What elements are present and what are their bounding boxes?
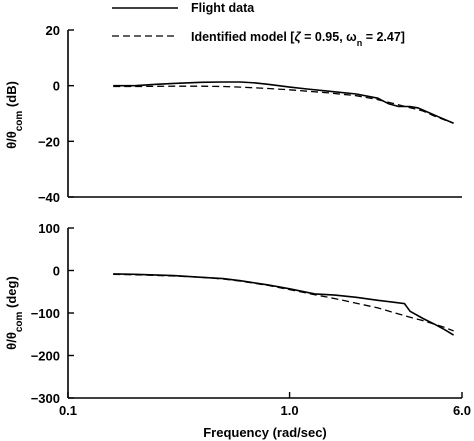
phase-y-tick-label: 0 (53, 264, 60, 279)
phase-x-ticks: 0.1 1.0 6.0 (59, 392, 471, 418)
x-axis-label: Frequency (rad/sec) (203, 425, 327, 440)
magnitude-series-flight-data (113, 81, 454, 124)
phase-series (113, 273, 455, 336)
magnitude-y-tick-label: −40 (38, 190, 60, 205)
phase-y-tick-label: −300 (31, 391, 60, 406)
magnitude-y-tick-label: 20 (46, 23, 60, 38)
x-tick-label: 0.1 (59, 403, 77, 418)
magnitude-y-ticks: 20 0 −20 −40 (38, 23, 74, 205)
magnitude-series-identified-model (113, 85, 454, 124)
legend-label-model: Identified model [ζ = 0.95, ωn = 2.47] (191, 30, 405, 48)
x-tick-label: 6.0 (453, 403, 471, 418)
magnitude-y-tick-label: 0 (53, 79, 60, 94)
magnitude-series (113, 81, 454, 124)
phase-series-flight-data (113, 273, 455, 336)
phase-y-tick-label: 100 (38, 221, 60, 236)
magnitude-y-tick-label: −20 (38, 134, 60, 149)
phase-y-ticks: 100 0 −100 −200 −300 (31, 221, 74, 406)
phase-y-axis-label: θ/θcom (deg) (4, 276, 25, 350)
magnitude-panel: 20 0 −20 −40 θ/θcom (dB) (4, 23, 462, 205)
legend-label-flight: Flight data (191, 1, 255, 15)
magnitude-y-axis-label: θ/θcom (dB) (4, 81, 25, 149)
legend: Flight data Identified model [ζ = 0.95, … (112, 1, 405, 48)
phase-y-tick-label: −200 (31, 349, 60, 364)
phase-y-tick-label: −100 (31, 306, 60, 321)
phase-series-identified-model (113, 273, 454, 332)
x-tick-label: 1.0 (281, 403, 299, 418)
